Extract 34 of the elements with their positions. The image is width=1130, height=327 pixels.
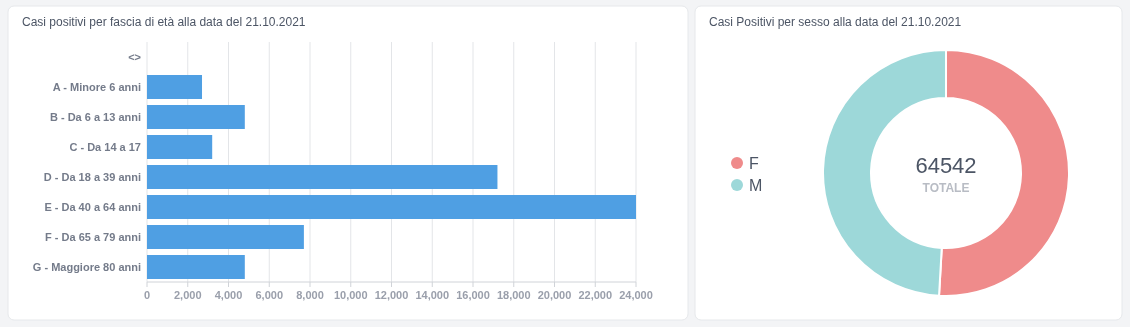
y-tick-label: G - Maggiore 80 anni <box>32 261 141 273</box>
text: 64542 <box>915 153 977 178</box>
x-tick-label: 24,000 <box>619 289 653 301</box>
chart-title: Casi positivi per fascia di età alla data del 21.10.2021 <box>22 15 306 29</box>
bar <box>147 75 203 99</box>
y-tick-label: C - Da 14 a 17 <box>69 141 141 153</box>
y-tick-label: D - Da 18 a 39 anni <box>43 171 141 183</box>
x-tick-label: 16,000 <box>456 289 490 301</box>
legend-label: M <box>749 177 763 194</box>
x-tick-label: 2,000 <box>173 289 202 301</box>
chart-title: Casi Positivi per sesso alla data del 21.10.2021 <box>709 15 962 29</box>
x-tick-label: 12,000 <box>374 289 409 301</box>
text: TOTALE <box>922 181 970 195</box>
x-tick-label: 8,000 <box>296 289 324 301</box>
x-tick-label: 10,000 <box>333 289 368 301</box>
y-tick-label: A - Minore 6 anni <box>52 81 141 93</box>
x-tick-label: 14,000 <box>415 289 450 301</box>
bar <box>147 165 498 189</box>
x-tick-label: 0 <box>143 289 151 301</box>
x-tick-label: 6,000 <box>255 289 284 301</box>
bar <box>147 105 245 129</box>
y-tick-label: B - Da 6 a 13 anni <box>49 111 141 123</box>
bar <box>147 255 245 279</box>
bar <box>147 195 636 219</box>
bar <box>147 135 213 159</box>
legend-label: F <box>749 155 759 172</box>
x-tick-label: 4,000 <box>214 289 243 301</box>
x-tick-label: 22,000 <box>578 289 613 301</box>
y-tick-label: E - Da 40 a 64 anni <box>44 201 141 213</box>
x-tick-label: 18,000 <box>496 289 531 301</box>
y-tick-label: F - Da 65 a 79 anni <box>45 231 141 243</box>
y-tick-label: <> <box>128 51 141 63</box>
x-tick-label: 20,000 <box>537 289 572 301</box>
bar <box>147 225 304 249</box>
